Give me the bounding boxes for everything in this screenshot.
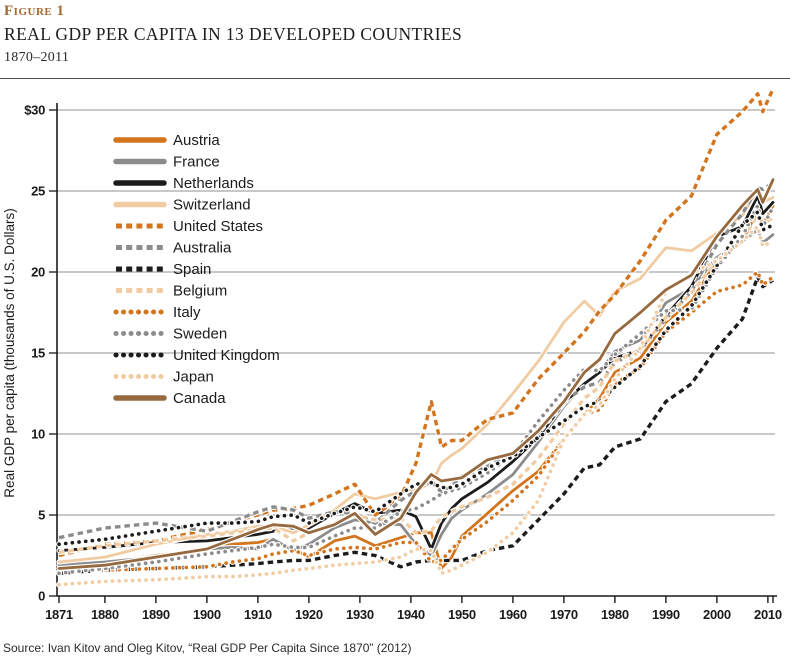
y-axis-title: Real GDP per capita (thousands of U.S. D… xyxy=(2,208,17,497)
series-sweden xyxy=(56,202,776,577)
x-tick-label: 2000 xyxy=(703,607,731,622)
legend-label-united-states: United States xyxy=(173,218,263,235)
series-line-belgium xyxy=(58,211,775,554)
legend-item-canada: Canada xyxy=(113,390,226,407)
series-line-spain xyxy=(58,275,774,575)
series-spain xyxy=(58,274,775,577)
legend-label-australia: Australia xyxy=(173,240,232,257)
legend-item-united-kingdom: United Kingdom xyxy=(113,347,280,364)
x-tick-label: 1970 xyxy=(550,607,578,622)
series-italy xyxy=(56,269,776,575)
y-tick-label: 5 xyxy=(38,508,45,523)
date-range-subtitle: 1870–2011 xyxy=(4,50,70,65)
legend-item-united-states: United States xyxy=(116,218,263,235)
x-tick-label: 1890 xyxy=(142,607,170,622)
series-line-netherlands xyxy=(57,194,775,553)
legend-item-france: France xyxy=(113,154,220,171)
legend-label-japan: Japan xyxy=(173,369,214,386)
y-tick-label: 20 xyxy=(31,265,45,280)
legend-label-austria: Austria xyxy=(173,132,220,149)
x-tick-label: 1940 xyxy=(397,607,425,622)
figure-header: Figure 1 REAL GDP PER CAPITA IN 13 DEVEL… xyxy=(4,0,786,66)
legend-item-netherlands: Netherlands xyxy=(113,175,254,192)
x-tick-label: 1920 xyxy=(295,607,323,622)
x-tick-label: 1880 xyxy=(91,607,119,622)
series-japan xyxy=(56,223,776,588)
page-title: REAL GDP PER CAPITA IN 13 DEVELOPED COUN… xyxy=(4,24,463,44)
series-united-states xyxy=(58,87,776,559)
series-austria xyxy=(56,203,776,572)
x-tick-label: 2010 xyxy=(754,607,782,622)
series-line-italy xyxy=(57,270,775,574)
series-line-canada xyxy=(57,178,775,570)
series-line-austria xyxy=(57,204,775,570)
legend-item-austria: Austria xyxy=(113,132,220,149)
y-tick-label: $30 xyxy=(24,103,45,118)
figure-label: Figure 1 xyxy=(4,3,65,19)
series-line-united-states xyxy=(58,88,775,558)
series-netherlands xyxy=(56,193,776,554)
legend-label-sweden: Sweden xyxy=(173,326,227,343)
legend-item-spain: Spain xyxy=(116,261,211,278)
y-tick-label: 15 xyxy=(31,346,45,361)
legend-item-italy: Italy xyxy=(113,304,201,321)
legend-label-france: France xyxy=(173,154,220,171)
series-canada xyxy=(56,177,776,572)
series-line-sweden xyxy=(57,203,775,576)
x-tick-label: 1950 xyxy=(448,607,476,622)
series-united-kingdom xyxy=(56,209,776,548)
legend-label-switzerland: Switzerland xyxy=(173,197,251,214)
x-tick-label: 1871 xyxy=(45,607,73,622)
legend-item-belgium: Belgium xyxy=(116,283,227,300)
x-tick-label: 1990 xyxy=(652,607,680,622)
legend-label-canada: Canada xyxy=(173,390,226,407)
y-tick-label: 0 xyxy=(38,589,45,604)
legend-label-netherlands: Netherlands xyxy=(173,175,254,192)
series-belgium xyxy=(58,210,775,556)
y-tick-label: 10 xyxy=(31,427,45,442)
y-tick-label: 25 xyxy=(31,184,45,199)
legend-label-belgium: Belgium xyxy=(173,283,227,300)
legend-item-sweden: Sweden xyxy=(113,326,227,343)
series-halo-belgium xyxy=(58,210,775,556)
series-australia xyxy=(58,180,775,541)
series-line-united-kingdom xyxy=(57,210,775,547)
series-halo-japan xyxy=(56,223,776,588)
header-divider xyxy=(0,78,790,79)
series-line-australia xyxy=(58,181,774,540)
x-tick-label: 1980 xyxy=(601,607,629,622)
legend-item-australia: Australia xyxy=(116,240,232,257)
legend-item-japan: Japan xyxy=(113,369,214,386)
source-citation: Source: Ivan Kitov and Oleg Kitov, “Real… xyxy=(3,641,412,655)
legend-label-italy: Italy xyxy=(173,304,201,321)
x-tick-label: 1900 xyxy=(193,607,221,622)
x-tick-label: 1930 xyxy=(346,607,374,622)
x-tick-label: 1910 xyxy=(244,607,272,622)
x-tick-label: 1960 xyxy=(499,607,527,622)
legend-label-spain: Spain xyxy=(173,261,211,278)
legend-label-united-kingdom: United Kingdom xyxy=(173,347,280,364)
legend-item-switzerland: Switzerland xyxy=(113,197,251,214)
